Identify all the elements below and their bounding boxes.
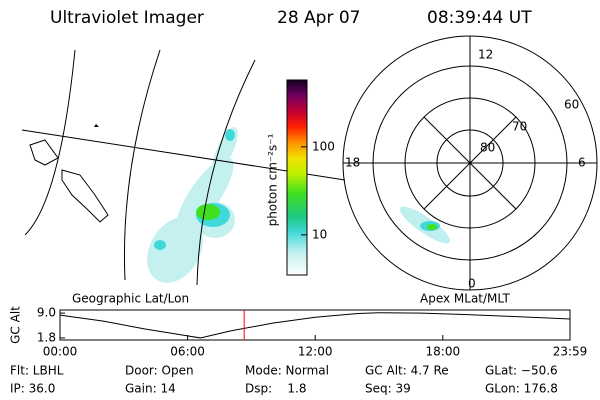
x-tick-label: 23:59 bbox=[553, 345, 588, 359]
x-tick-label: 18:00 bbox=[426, 345, 461, 359]
polar-grid bbox=[342, 35, 598, 291]
y-tick-label: 9.0 bbox=[37, 306, 56, 320]
info-field: GLon: 176.8 bbox=[485, 382, 558, 396]
panel-label: Apex MLat/MLT bbox=[420, 292, 510, 306]
y-axis-label: GC Alt bbox=[9, 306, 23, 344]
info-field: Seq: 39 bbox=[365, 382, 411, 396]
info-field: GLat: −50.6 bbox=[485, 364, 558, 378]
info-field: Mode: Normal bbox=[245, 364, 329, 378]
colorbar-label: photon cm⁻²s⁻¹ bbox=[266, 133, 280, 226]
title: Ultraviolet Imager bbox=[50, 8, 204, 28]
altitude-line bbox=[59, 312, 571, 339]
x-tick-label: 12:00 bbox=[298, 345, 333, 359]
geo-map bbox=[21, 49, 346, 286]
lat-label: 60 bbox=[564, 98, 579, 112]
panel-label: Geographic Lat/Lon bbox=[72, 292, 189, 306]
info-field: Flt: LBHL bbox=[10, 364, 64, 378]
lat-label: 80 bbox=[480, 141, 495, 155]
mlt-label: 0 bbox=[468, 277, 476, 291]
mlt-label: 12 bbox=[478, 48, 493, 62]
x-tick-label: 06:00 bbox=[170, 345, 205, 359]
x-tick-label: 00:00 bbox=[43, 345, 78, 359]
colorbar-tick-label: 10 bbox=[312, 227, 327, 241]
mlt-label: 18 bbox=[345, 156, 360, 170]
polar-aurora bbox=[400, 206, 450, 244]
info-field: GC Alt: 4.7 Re bbox=[365, 364, 449, 378]
info-field: Gain: 14 bbox=[125, 382, 176, 396]
y-tick-label: 1.8 bbox=[37, 330, 56, 344]
mlt-label: 6 bbox=[578, 156, 586, 170]
colorbar-tick-label: 100 bbox=[312, 139, 335, 153]
colorbar bbox=[286, 79, 308, 276]
info-field: IP: 36.0 bbox=[10, 382, 55, 396]
info-field: Dsp: 1.8 bbox=[245, 382, 307, 396]
info-field: Door: Open bbox=[125, 364, 194, 378]
time: 08:39:44 UT bbox=[427, 8, 532, 28]
date: 28 Apr 07 bbox=[277, 8, 360, 28]
lat-label: 70 bbox=[512, 120, 527, 134]
